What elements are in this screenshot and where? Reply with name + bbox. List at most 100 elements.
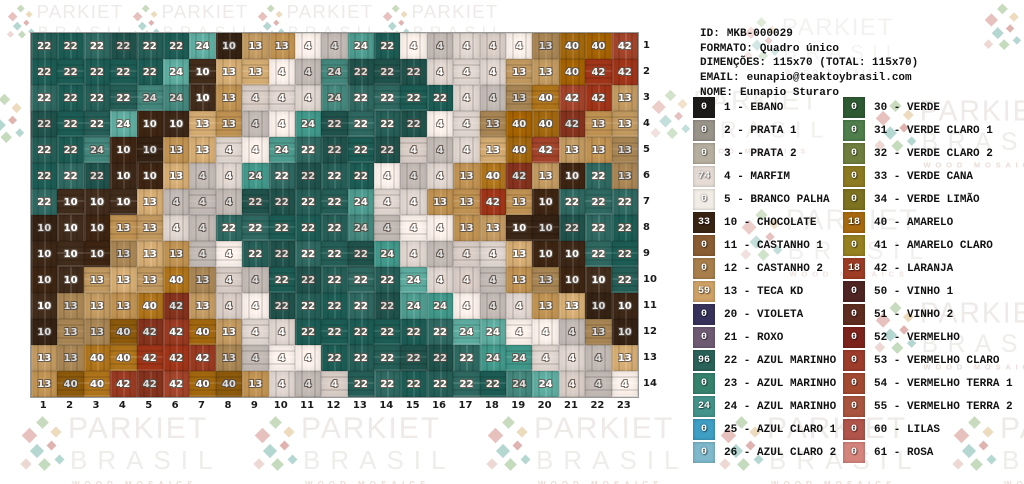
mosaic-tile: 4 xyxy=(242,111,269,137)
mosaic-tile: 40 xyxy=(83,345,111,371)
mosaic-tile: 22 xyxy=(374,33,401,59)
row-label: 14 xyxy=(643,377,657,389)
watermark-diamond-icon xyxy=(253,458,265,470)
mosaic-tile: 4 xyxy=(426,111,454,137)
mosaic-tile: 22 xyxy=(400,319,428,345)
mosaic-tile: 40 xyxy=(136,293,164,319)
mosaic-tile: 13 xyxy=(31,371,58,397)
watermark-diamond-icon xyxy=(50,426,62,438)
mosaic-tile: 24 xyxy=(110,111,137,137)
row-label: 2 xyxy=(643,65,650,77)
legend-count: 0 xyxy=(850,378,857,389)
legend-entry: 0 54 - VERMELHO TERRA 1 xyxy=(843,373,1013,394)
watermark-diamond-icon xyxy=(262,443,278,459)
watermark-diamond-icon xyxy=(148,19,155,26)
legend-label: 11 - CASTANHO 1 xyxy=(724,239,824,252)
mosaic-tile: 10 xyxy=(31,293,58,319)
legend-swatch: 0 xyxy=(693,442,715,463)
watermark-diamond-icon xyxy=(674,111,684,121)
legend-swatch: 0 xyxy=(843,235,865,256)
mosaic-tile: 13 xyxy=(110,241,137,267)
mosaic-tile: 13 xyxy=(611,137,639,163)
watermark-text: PARKIET xyxy=(286,2,374,23)
row-label: 4 xyxy=(643,117,650,129)
column-label: 20 xyxy=(537,400,552,411)
mosaic-tile: 10 xyxy=(611,319,639,345)
mosaic-tile: 22 xyxy=(347,267,375,293)
row-label: 1 xyxy=(643,39,650,51)
mosaic-tile: 13 xyxy=(585,111,612,137)
watermark-diamond-icon xyxy=(6,30,14,38)
mosaic-tile: 13 xyxy=(136,189,164,215)
mosaic-tile: 13 xyxy=(83,319,111,345)
mosaic-tile: 22 xyxy=(347,59,375,85)
watermark-diamond-icon xyxy=(25,10,33,18)
mosaic-tile: 22 xyxy=(374,111,401,137)
mosaic-tile: 22 xyxy=(294,293,322,319)
mosaic-tile: 13 xyxy=(479,215,507,241)
mosaic-tile: 4 xyxy=(506,33,533,59)
mosaic-tile: 22 xyxy=(215,215,243,241)
mosaic-tile: 22 xyxy=(321,241,349,267)
watermark-diamond-icon xyxy=(137,21,147,31)
mosaic-tile: 22 xyxy=(136,33,164,59)
legend-entry: 18 40 - AMARELO xyxy=(843,212,1013,233)
mosaic-tile: 13 xyxy=(215,319,243,345)
mosaic-tile: 22 xyxy=(374,345,401,371)
row-label: 13 xyxy=(643,351,657,363)
mosaic-tile: 22 xyxy=(83,111,111,137)
watermark-text: WOOD MOSAICS xyxy=(1004,480,1024,484)
mosaic-tile: 10 xyxy=(585,293,612,319)
mosaic-tile: 4 xyxy=(242,267,269,293)
legend-swatch: 0 xyxy=(843,327,865,348)
legend-label: 10 - CHOCOLATE xyxy=(724,216,817,229)
mosaic-tile: 24 xyxy=(426,293,454,319)
watermark-diamond-icon xyxy=(273,19,280,26)
mosaic-tile: 13 xyxy=(532,293,560,319)
watermark-diamond-icon xyxy=(983,39,994,50)
legend-label: 13 - TECA KD xyxy=(724,285,804,298)
mosaic-tile: 4 xyxy=(268,85,296,111)
mosaic-tile: 4 xyxy=(479,293,507,319)
mosaic-tile: 22 xyxy=(242,241,269,267)
legend-swatch: 0 xyxy=(843,143,865,164)
mosaic-tile: 13 xyxy=(506,241,533,267)
mosaic-tile: 13 xyxy=(242,33,269,59)
legend-label: 26 - AZUL CLARO 2 xyxy=(724,446,837,459)
mosaic-tile: 42 xyxy=(162,371,190,397)
watermark-diamond-icon xyxy=(1012,36,1022,45)
mosaic-tile: 13 xyxy=(611,163,639,189)
legend-swatch: 0 xyxy=(843,166,865,187)
legend-label: 34 - VERDE LIMÃO xyxy=(874,193,980,206)
mosaic-tile: 22 xyxy=(321,189,349,215)
mosaic-tile: 4 xyxy=(189,163,217,189)
legend-count: 0 xyxy=(850,355,857,366)
mosaic-tile: 22 xyxy=(347,371,375,397)
mosaic-tile: 22 xyxy=(347,163,375,189)
column-label: 19 xyxy=(511,400,526,411)
legend-count: 0 xyxy=(700,102,707,113)
mosaic-tile: 13 xyxy=(558,293,586,319)
column-label: 5 xyxy=(145,400,153,411)
mosaic-tile: 40 xyxy=(585,33,612,59)
mosaic-tile: 22 xyxy=(347,293,375,319)
mosaic-tile: 40 xyxy=(558,59,586,85)
mosaic-tile: 22 xyxy=(321,293,349,319)
watermark-diamond-icon xyxy=(54,454,65,465)
mosaic-tile: 22 xyxy=(585,189,612,215)
legend-count: 0 xyxy=(850,286,857,297)
mosaic-tile: 42 xyxy=(189,345,217,371)
mosaic-tile: 22 xyxy=(585,163,612,189)
mosaic-tile: 22 xyxy=(453,345,481,371)
watermark-diamond-icon xyxy=(387,21,397,31)
mosaic-tile: 10 xyxy=(83,241,111,267)
legend-swatch: 0 xyxy=(843,373,865,394)
legend-count: 96 xyxy=(697,355,710,366)
mosaic-tile: 13 xyxy=(57,345,85,371)
legend-swatch: 0 xyxy=(843,189,865,210)
mosaic-tile: 13 xyxy=(611,345,639,371)
mosaic-tile: 22 xyxy=(374,319,401,345)
info-nome-value: Eunapio Sturaro xyxy=(740,86,840,99)
